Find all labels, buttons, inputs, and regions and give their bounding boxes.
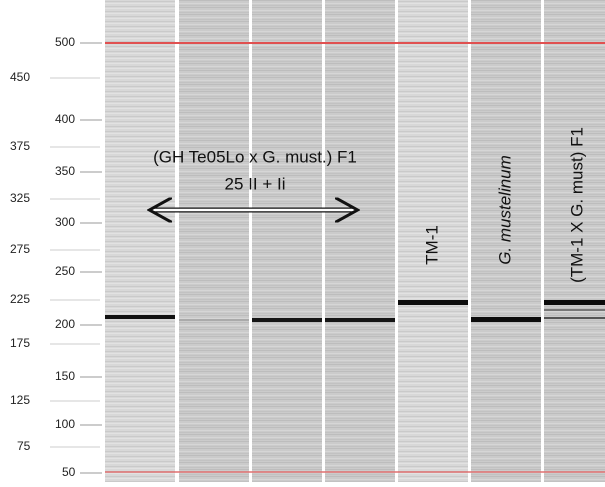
size-label: 150 [55,369,75,383]
chromosome-label: 25 II + Ii [225,174,286,193]
size-label: 500 [55,35,75,49]
lane [544,0,605,482]
lane [471,0,541,482]
size-label: 300 [55,215,75,229]
ladder-ticks [50,42,102,474]
lane [179,0,249,482]
size-label: 275 [10,242,30,256]
inner-labels: 500 400 350 300 250 200 150 100 50 [55,35,76,479]
size-label: 100 [55,417,75,431]
size-label: 250 [55,264,75,278]
lane-label: G. mustelinum [495,155,514,265]
size-label: 400 [55,112,75,126]
gel [105,0,605,482]
outer-labels: 450 375 325 275 225 175 125 75 [10,70,31,453]
lane [325,0,395,482]
size-label: 50 [62,465,76,479]
lane [252,0,322,482]
band [252,318,322,322]
size-label: 75 [17,439,31,453]
lane [398,0,468,482]
band [544,317,605,319]
band [544,300,605,305]
band [544,309,605,311]
size-label: 375 [10,139,30,153]
band [325,318,395,322]
size-label: 200 [55,317,75,331]
size-label: 450 [10,70,30,84]
lane-label: TM-1 [422,225,441,265]
ladder-lane [105,0,175,482]
size-label: 325 [10,191,30,205]
band [471,317,541,322]
band [398,300,468,305]
size-label: 125 [10,393,30,407]
lane-label: (TM-1 X G. must) F1 [567,127,586,283]
band [179,319,249,321]
size-label: 225 [10,292,30,306]
band [105,315,175,319]
cross-label: (GH Te05Lo x G. must.) F1 [153,147,357,166]
size-label: 175 [10,336,30,350]
size-label: 350 [55,164,75,178]
